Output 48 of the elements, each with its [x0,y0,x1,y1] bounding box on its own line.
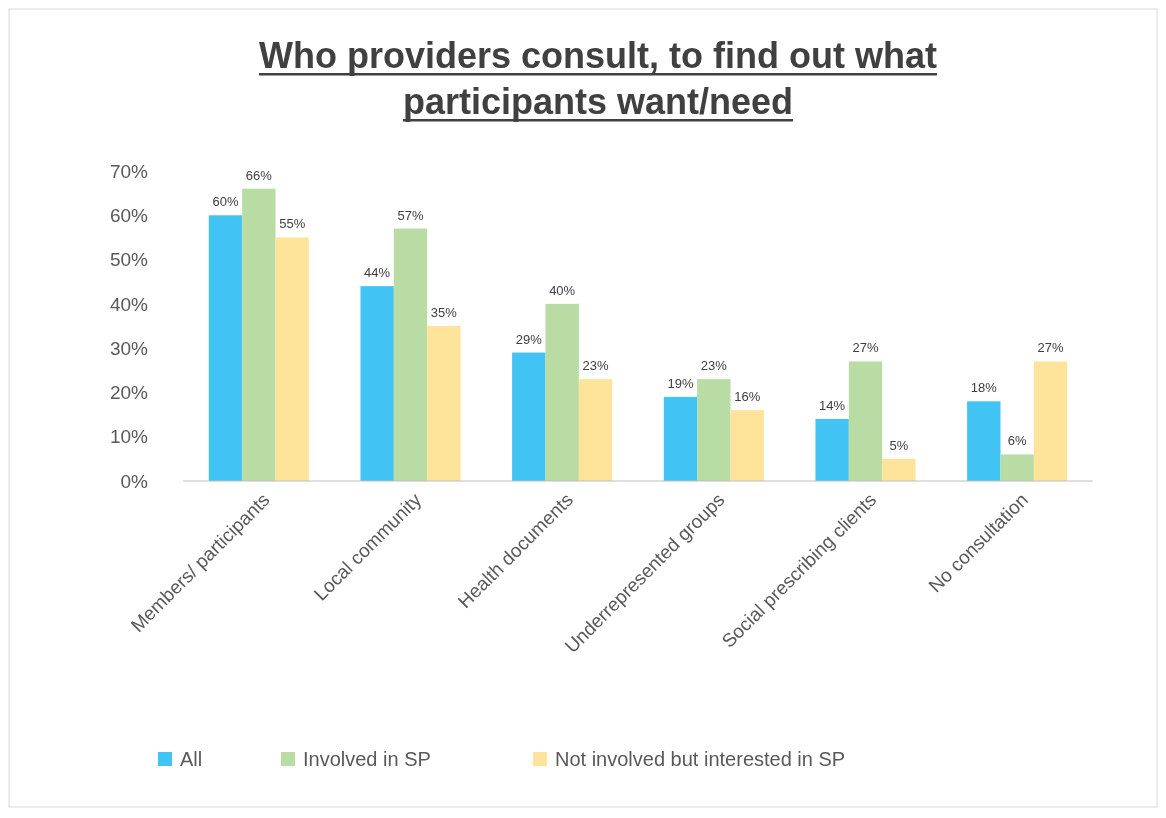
y-tick-label: 10% [109,426,149,448]
bar [882,458,916,481]
bar [578,379,613,481]
data-label: 66% [245,167,273,183]
data-label: 57% [397,207,424,223]
bar [393,228,428,481]
bar [208,215,243,481]
data-label: 27% [1037,340,1064,356]
y-tick-label: 50% [109,249,149,271]
data-label: 29% [515,331,543,347]
y-tick-label: 0% [120,470,149,492]
y-tick-label: 60% [109,204,149,226]
y-tick-label: 40% [109,293,149,315]
data-label: 23% [700,358,728,374]
bar [967,401,1001,481]
legend-label: Not involved but interested in SP [555,748,846,770]
data-label: 14% [819,398,846,413]
data-label: 40% [549,282,576,298]
bar [730,410,764,481]
data-label: 55% [279,216,306,232]
bar [848,361,883,481]
bar [697,379,731,481]
data-label: 44% [364,265,391,281]
data-label: 19% [667,375,694,391]
data-label: 60% [212,194,239,210]
legend-label: Involved in SP [303,748,431,770]
bar [663,396,698,481]
bar [1033,361,1068,481]
bar [545,303,579,481]
bar [242,188,276,481]
data-label: 16% [734,389,761,405]
data-label: 18% [970,380,998,396]
y-tick-label: 30% [109,337,149,359]
bar [427,326,461,481]
y-tick-label: 70% [109,160,149,182]
data-label: 23% [582,358,609,374]
y-tick-label: 20% [109,382,149,404]
bar [512,352,546,481]
bar [1000,454,1034,481]
data-label: 27% [852,340,879,356]
chart-title: Who providers consult, to find out what participants want/need [259,35,937,122]
bar [815,419,849,481]
bar [275,237,309,481]
data-label: 35% [430,305,458,320]
bar [360,286,394,481]
legend-label: All [180,748,203,770]
data-label: 6% [1007,433,1027,449]
data-label: 5% [889,437,909,453]
